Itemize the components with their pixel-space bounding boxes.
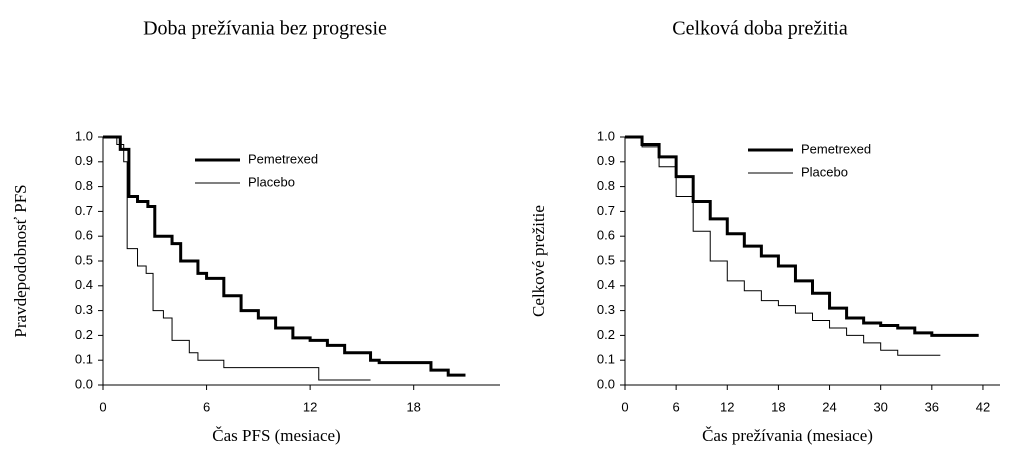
legend-label: Placebo: [801, 164, 848, 179]
y-tick-label: 0.2: [597, 327, 615, 342]
y-tick-label: 0.3: [597, 302, 615, 317]
y-tick-label: 0.8: [75, 178, 93, 193]
y-tick-label: 0.0: [75, 376, 93, 391]
y-tick-label: 0.8: [597, 178, 615, 193]
x-tick-label: 30: [873, 399, 887, 414]
y-tick-label: 0.4: [75, 277, 93, 292]
y-tick-label: 0.1: [597, 352, 615, 367]
legend-label: Pemetrexed: [801, 141, 871, 156]
y-tick-label: 0.9: [597, 153, 615, 168]
y-tick-label: 0.6: [597, 228, 615, 243]
x-tick-label: 18: [406, 399, 420, 414]
chart-title: Doba prežívania bez progresie: [143, 18, 387, 40]
x-tick-label: 36: [925, 399, 939, 414]
x-axis-label: Čas PFS (mesiace): [212, 426, 340, 445]
survival-curve: [625, 136, 941, 356]
legend-label: Placebo: [248, 174, 295, 189]
y-tick-label: 0.5: [75, 252, 93, 267]
x-tick-label: 12: [303, 399, 317, 414]
y-tick-label: 0.0: [597, 376, 615, 391]
y-tick-label: 1.0: [75, 128, 93, 143]
x-tick-label: 24: [822, 399, 836, 414]
x-tick-label: 42: [976, 399, 990, 414]
y-tick-label: 0.7: [597, 203, 615, 218]
x-tick-label: 6: [203, 399, 210, 414]
y-tick-label: 0.9: [75, 153, 93, 168]
y-tick-label: 1.0: [597, 128, 615, 143]
chart-title: Celková doba prežitia: [672, 18, 848, 40]
x-tick-label: 18: [771, 399, 785, 414]
y-axis-label: Pravdepodobnosť PFS: [11, 184, 30, 337]
x-axis-label: Čas prežívania (mesiace): [702, 426, 873, 445]
survival-curve: [103, 136, 371, 381]
y-tick-label: 0.1: [75, 352, 93, 367]
y-tick-label: 0.2: [75, 327, 93, 342]
x-tick-label: 0: [621, 399, 628, 414]
x-tick-label: 6: [673, 399, 680, 414]
legend-label: Pemetrexed: [248, 151, 318, 166]
y-axis-label: Celkové prežitie: [529, 205, 548, 317]
y-tick-label: 0.4: [597, 277, 615, 292]
survival-curve: [625, 135, 979, 337]
x-tick-label: 0: [99, 399, 106, 414]
y-tick-label: 0.5: [597, 252, 615, 267]
x-tick-label: 12: [720, 399, 734, 414]
y-tick-label: 0.6: [75, 228, 93, 243]
y-tick-label: 0.3: [75, 302, 93, 317]
y-tick-label: 0.7: [75, 203, 93, 218]
survival-curve: [103, 135, 466, 377]
